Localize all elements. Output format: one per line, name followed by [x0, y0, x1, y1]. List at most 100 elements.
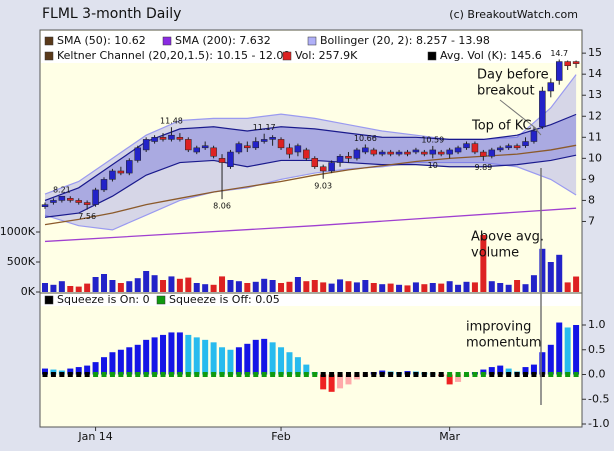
momentum-bar [446, 374, 453, 385]
annotation: momentum [466, 336, 542, 351]
legend-box [41, 31, 581, 63]
annotation: Above avg. [471, 230, 544, 245]
legend-swatch [44, 36, 54, 46]
copyright: (c) BreakoutWatch.com [449, 8, 578, 21]
candle-body [83, 202, 91, 205]
volume-bar [404, 285, 411, 292]
volume-bar [379, 284, 386, 292]
candle-body [446, 149, 453, 155]
point-label: 14.7 [550, 49, 568, 58]
y-tick-label: 0K [21, 285, 36, 298]
candle-body [142, 139, 150, 151]
volume-bar [151, 275, 158, 292]
volume-bar [505, 284, 512, 292]
candle-body [572, 61, 580, 64]
candle-body [395, 151, 403, 155]
point-label: 11.48 [160, 117, 183, 126]
candle-body [159, 137, 167, 140]
legend-label: Avg. Vol (K): 145.6 [440, 49, 542, 62]
candle-body [168, 134, 175, 140]
squeeze-dot [160, 372, 166, 377]
volume-bar [421, 284, 428, 292]
squeeze-dot [286, 372, 292, 377]
momentum-bar [185, 334, 192, 375]
squeeze-dot [354, 372, 360, 377]
annotation-arrow [533, 126, 542, 136]
volume-bar [345, 281, 352, 292]
plot: 7 8 9 10 11 12 13 14 15 SMA (50): 10.62 SMA (200):… [0, 34, 609, 443]
candle-body [100, 179, 108, 191]
momentum-bar [345, 374, 352, 385]
candle-body [564, 61, 571, 67]
candle-body [286, 147, 293, 155]
momentum-bar [278, 347, 285, 375]
squeeze-dot [42, 372, 48, 377]
candle-body [404, 151, 411, 155]
volume-bar [42, 283, 48, 292]
y-tick-label: 15 [588, 46, 602, 59]
momentum-bar [67, 368, 74, 375]
candle-body [378, 151, 386, 155]
legend-label: Bollinger (20, 2): 8.257 - 13.98 [320, 34, 490, 47]
squeeze-dot [464, 372, 469, 377]
volume-bar [412, 282, 419, 292]
y-tick-label: 1000K [0, 225, 36, 238]
volume-bar [488, 281, 495, 292]
volume-bar [362, 280, 369, 292]
volume-bar [252, 281, 259, 292]
candle-body [67, 198, 74, 201]
volume-bar [480, 235, 487, 292]
legend-swatch [427, 51, 437, 61]
volume-bar [337, 279, 344, 292]
squeeze-dot [303, 372, 309, 377]
legend-swatch [44, 295, 54, 305]
momentum-bar [522, 367, 529, 375]
volume-bar [126, 281, 133, 292]
squeeze-dot [295, 372, 301, 377]
volume-bar [564, 282, 571, 292]
momentum-bar [337, 374, 344, 389]
volume-bar [219, 276, 226, 292]
momentum-bar [134, 344, 141, 375]
squeeze-dot [67, 372, 73, 377]
momentum-bar [488, 367, 495, 375]
volume-bar [429, 283, 436, 292]
volume-bar [370, 283, 377, 292]
volume-bar [84, 283, 91, 292]
candle-body [193, 147, 200, 153]
volume-bar [117, 283, 124, 292]
candle-body [260, 139, 268, 142]
momentum-bar [252, 339, 259, 375]
legend-label: Keltner Channel (20,20,1.5): 10.15 - 12.… [57, 49, 290, 62]
momentum-bar [219, 347, 226, 375]
candle-body [505, 145, 512, 149]
candle-body [328, 162, 335, 172]
volume-bar [455, 284, 462, 292]
legend-swatch [282, 51, 292, 61]
volume-bar [50, 284, 57, 292]
candle-body [227, 151, 234, 168]
volume-bar [92, 277, 99, 292]
squeeze-dot [185, 372, 191, 377]
squeeze-dot [472, 372, 478, 377]
y-tick-label: 7 [588, 214, 595, 227]
volume-bar [320, 282, 327, 292]
volume-bar [294, 277, 301, 292]
squeeze-dot [194, 372, 200, 377]
candle-body [387, 151, 394, 155]
volume-bar [168, 276, 175, 292]
squeeze-dot [539, 372, 545, 377]
y-tick-label: 0.5 [588, 343, 606, 356]
legend-label: SMA (50): 10.62 [57, 34, 146, 47]
volume-bar [539, 248, 546, 292]
squeeze-dot [388, 372, 394, 377]
momentum-bar [320, 374, 327, 390]
annotation-arrow [499, 99, 539, 131]
volume-bar [67, 286, 74, 292]
candle-body [463, 143, 470, 149]
squeeze-dot [514, 372, 520, 377]
candle-body [555, 61, 563, 81]
volume-bar [573, 276, 580, 292]
x-tick-label: Mar [439, 430, 460, 443]
volume-bar [463, 281, 470, 292]
